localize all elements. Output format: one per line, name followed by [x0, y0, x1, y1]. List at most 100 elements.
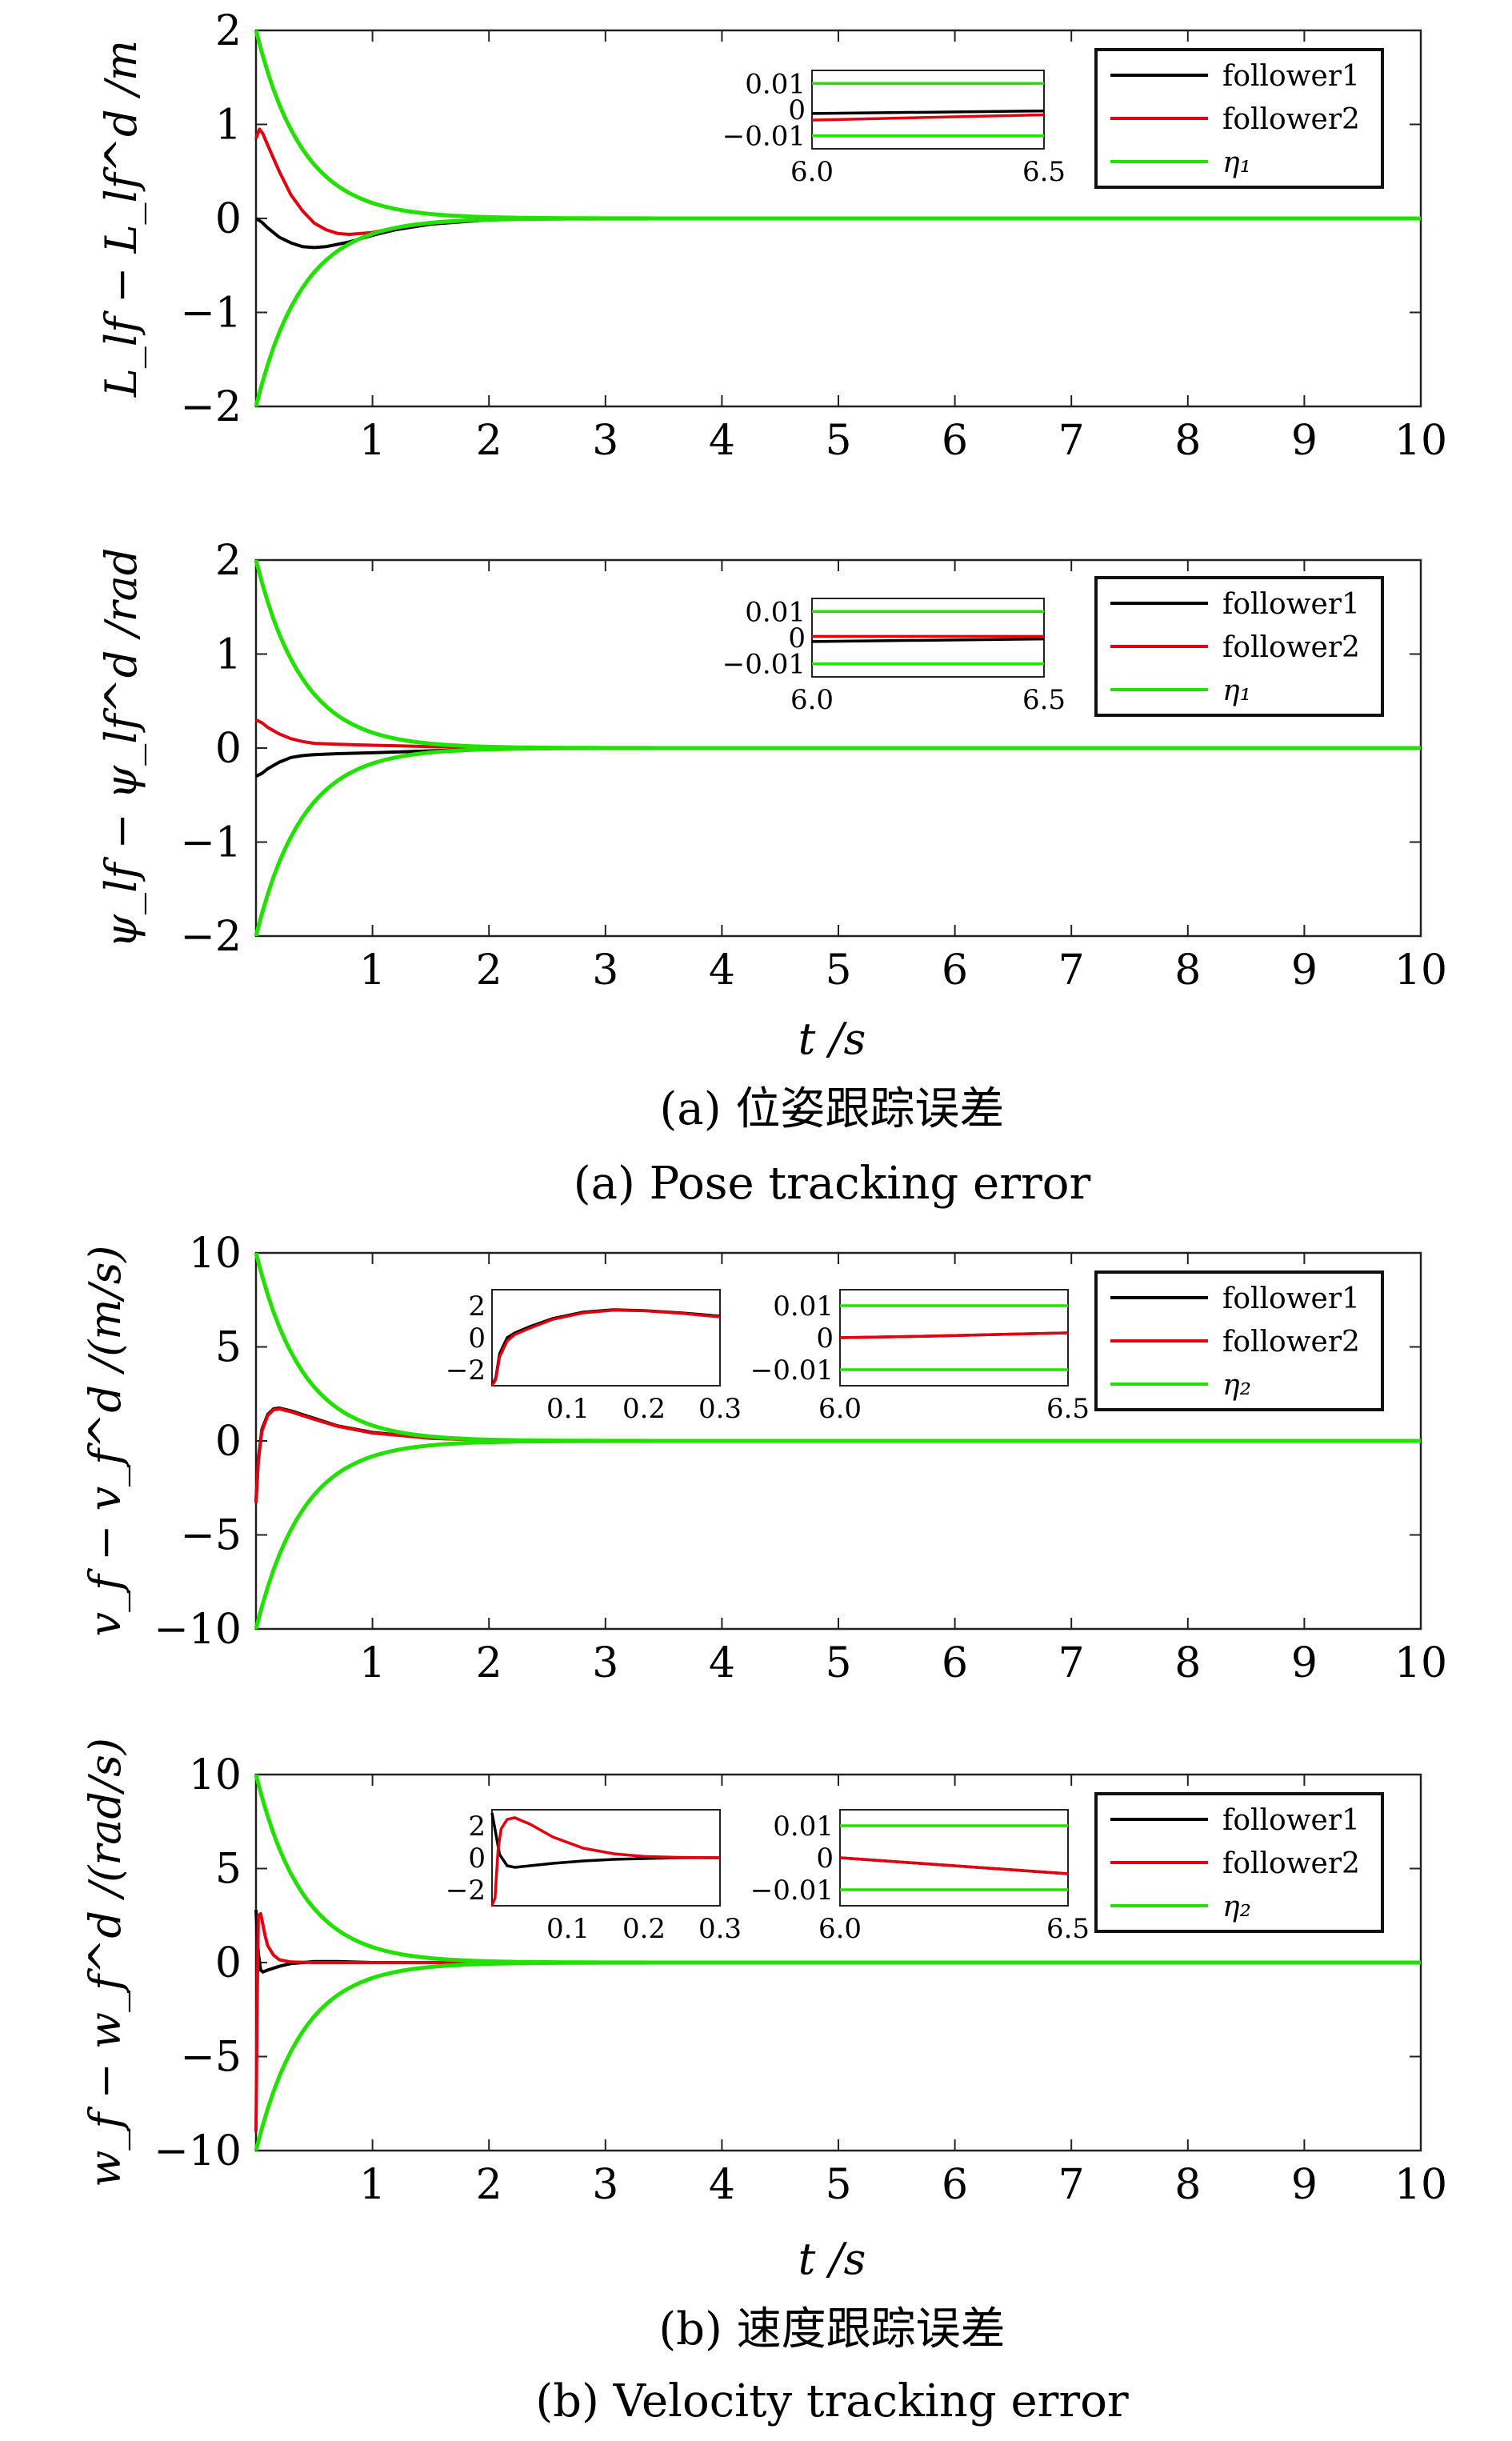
- series-follower2: [254, 1911, 1421, 2132]
- inset-1: 0.010−0.01 6.0 6.5: [750, 1809, 1090, 1945]
- inset-ytick: 0.01: [745, 68, 806, 100]
- ytick-label: −2: [180, 383, 242, 431]
- series-envelope-lower: [254, 1960, 1421, 2151]
- ytick-label: −2: [180, 913, 242, 961]
- xtick-label: 8: [1174, 2161, 1201, 2209]
- inset-ytick: 0: [788, 622, 806, 654]
- inset-ytick: 0: [468, 1323, 486, 1355]
- ytick-label: 0: [215, 725, 242, 773]
- xtick-label: 10: [1394, 2161, 1447, 2209]
- chart-L: −2 −1 0 1 2 1 2 3 4 5 6 7 8 9 10 L_lf − L_lf^d /m follow…: [96, 7, 1447, 465]
- xtick-label: 3: [592, 946, 618, 994]
- inset-xtick: 0.3: [698, 1913, 742, 1945]
- inset-ytick: 2: [468, 1291, 486, 1323]
- xtick-label: 8: [1174, 946, 1201, 994]
- legend-entry: follower1: [1222, 588, 1360, 621]
- inset-xtick: 6.5: [1022, 684, 1066, 716]
- xtick-label: 4: [709, 1639, 735, 1687]
- legend-entry: η₂: [1222, 1891, 1251, 1923]
- legend-entry: follower1: [1222, 1804, 1360, 1837]
- legend-entry: follower2: [1222, 1326, 1360, 1359]
- inset-xtick: 0.3: [698, 1393, 742, 1425]
- xtick-label: 8: [1174, 1639, 1201, 1687]
- ytick-label: −5: [180, 2034, 242, 2082]
- inset-series: [490, 1816, 721, 1907]
- inset-ytick: −0.01: [722, 649, 806, 681]
- xtick-label: 1: [359, 2161, 386, 2209]
- series-envelope-lower: [254, 746, 1421, 937]
- legend-entry: follower1: [1222, 1283, 1360, 1315]
- ytick-label: 1: [215, 102, 242, 150]
- inset-series: [839, 1856, 1069, 1875]
- xtick-label: 3: [592, 2161, 618, 2209]
- caption-b-cn: (b) 速度跟踪误差: [658, 2303, 1005, 2355]
- inset-ytick: −0.01: [722, 121, 806, 153]
- legend-entry: follower2: [1222, 103, 1360, 136]
- ytick-label: 0: [215, 195, 242, 243]
- inset-xtick: 6.0: [790, 684, 834, 716]
- legend-entry: η₁: [1222, 146, 1251, 179]
- xtick-label: 5: [825, 1639, 851, 1687]
- ytick-label: 1: [215, 631, 242, 679]
- inset-ytick: 2: [468, 1811, 486, 1843]
- xtick-label: 4: [709, 2161, 735, 2209]
- xtick-label: 7: [1058, 946, 1085, 994]
- xtick-label: 9: [1291, 417, 1318, 465]
- xtick-label: 6: [942, 2161, 968, 2209]
- series-envelope-lower: [254, 216, 1421, 407]
- xtick-label: 10: [1394, 946, 1447, 994]
- inset-series: [490, 1308, 721, 1387]
- ytick-label: 2: [215, 7, 242, 55]
- xtick-label: 9: [1291, 1639, 1318, 1687]
- xtick-label: 2: [476, 946, 502, 994]
- legend-entry: follower1: [1222, 60, 1360, 93]
- xtick-label: 4: [709, 417, 735, 465]
- inset-xtick: 6.0: [790, 156, 834, 188]
- xtick-label: 7: [1058, 1639, 1085, 1687]
- legend-entry: η₁: [1222, 674, 1251, 707]
- inset-xtick: 0.1: [546, 1393, 590, 1425]
- series-envelope-lower: [254, 1439, 1421, 1630]
- inset-xtick: 6.5: [1022, 156, 1066, 188]
- ytick-label: −1: [180, 290, 242, 338]
- inset-series: [811, 113, 1045, 122]
- inset-0: 20−2 0.1 0.2 0.3: [446, 1289, 742, 1425]
- inset-xtick: 6.0: [818, 1393, 862, 1425]
- xtick-label: 2: [476, 1639, 502, 1687]
- ytick-label: 10: [189, 1230, 242, 1278]
- inset-xtick: 0.1: [546, 1913, 590, 1945]
- inset-xtick: 6.5: [1046, 1913, 1090, 1945]
- xtick-label: 1: [359, 946, 386, 994]
- xtick-label: 7: [1058, 2161, 1085, 2209]
- ylabel: L_lf − L_lf^d /m: [96, 40, 146, 398]
- inset-ytick: 0.01: [773, 1811, 834, 1843]
- ytick-label: 10: [189, 1751, 242, 1799]
- chart-psi: −2 −1 0 1 2 1 2 3 4 5 6 7 8 9 10 ψ_lf − ψ_lf^d /rad foll…: [96, 537, 1447, 994]
- inset-0: 20−2 0.1 0.2 0.3: [446, 1809, 742, 1945]
- xtick-label: 4: [709, 946, 735, 994]
- xtick-label: 2: [476, 417, 502, 465]
- ytick-label: −1: [180, 819, 242, 867]
- ytick-label: 0: [215, 1939, 242, 1987]
- legend-entry: follower2: [1222, 631, 1360, 664]
- xlabel-velocity: t /s: [798, 2234, 866, 2284]
- inset-series: [811, 637, 1045, 643]
- inset-ytick: −2: [446, 1875, 486, 1907]
- xlabel-pose: t /s: [798, 1014, 866, 1064]
- ylabel: v_f − v_f^d /(m/s): [80, 1246, 130, 1637]
- xtick-label: 5: [825, 2161, 851, 2209]
- inset-xtick: 0.2: [622, 1913, 666, 1945]
- inset-ytick: 0: [816, 1323, 834, 1355]
- inset-ytick: 0: [468, 1843, 486, 1875]
- ytick-label: −10: [154, 1606, 242, 1654]
- xtick-label: 8: [1174, 417, 1201, 465]
- caption-b-en: (b) Velocity tracking error: [535, 2375, 1129, 2427]
- inset-xtick: 6.0: [818, 1913, 862, 1945]
- xtick-label: 9: [1291, 946, 1318, 994]
- inset-ytick: 0.01: [773, 1291, 834, 1323]
- xtick-label: 6: [942, 417, 968, 465]
- inset-xtick: 0.2: [622, 1393, 666, 1425]
- ytick-label: 5: [215, 1324, 242, 1372]
- caption-a-en: (a) Pose tracking error: [574, 1158, 1091, 1210]
